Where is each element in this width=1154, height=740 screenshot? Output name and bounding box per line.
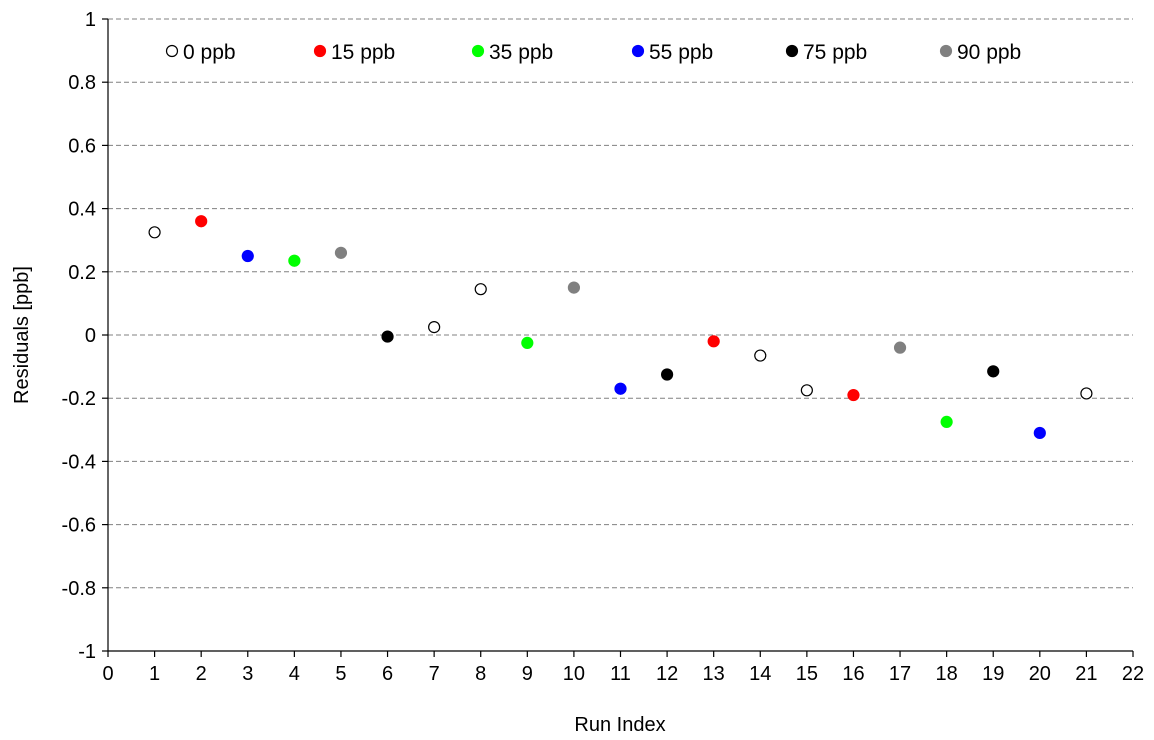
x-tick-label: 0 xyxy=(102,663,113,685)
data-point xyxy=(148,226,161,239)
legend-label: 15 ppb xyxy=(331,41,395,64)
x-tick-label: 2 xyxy=(196,663,207,685)
axes xyxy=(102,18,1134,657)
x-tick-label: 22 xyxy=(1122,663,1144,685)
legend: 0 ppb 15 ppb 35 ppb 55 ppb 75 ppb 90 ppb xyxy=(165,41,1021,64)
data-point xyxy=(940,415,953,428)
x-tick-label: 17 xyxy=(889,663,911,685)
legend-marker xyxy=(471,44,485,58)
data-point xyxy=(614,382,627,395)
y-tick-label: 1 xyxy=(85,9,96,31)
y-tick-label: -0.2 xyxy=(62,388,96,410)
data-point xyxy=(334,246,348,259)
data-point xyxy=(893,341,907,354)
data-point xyxy=(754,349,767,362)
legend-item: 35 ppb xyxy=(471,41,553,64)
legend-label: 0 ppb xyxy=(183,41,236,64)
y-tick-label: 0.2 xyxy=(68,262,96,284)
x-tick-label: 18 xyxy=(936,663,958,685)
x-axis-title: Run Index xyxy=(574,714,665,736)
y-tick-labels: 1 0.8 0.6 0.4 0.2 0 -0.2 -0.4 -0.6 -0.8 -1 xyxy=(62,9,96,663)
x-tick-label: 13 xyxy=(703,663,725,685)
data-point xyxy=(195,215,208,228)
y-tick-label: 0 xyxy=(85,325,96,347)
legend-label: 90 ppb xyxy=(957,41,1021,64)
y-tick-label: -0.6 xyxy=(62,515,96,537)
x-tick-label: 5 xyxy=(335,663,346,685)
data-point xyxy=(381,330,394,343)
x-tick-label: 14 xyxy=(749,663,771,685)
x-tick-label: 9 xyxy=(522,663,533,685)
gridlines xyxy=(108,18,1133,589)
x-tick-label: 15 xyxy=(796,663,818,685)
y-axis-title: Residuals [ppb] xyxy=(11,266,33,404)
legend-marker xyxy=(631,44,645,58)
data-point xyxy=(800,384,813,397)
legend-item: 0 ppb xyxy=(165,41,236,64)
x-tick-label: 10 xyxy=(563,663,585,685)
legend-marker xyxy=(165,44,179,58)
legend-label: 75 ppb xyxy=(803,41,867,64)
x-tick-label: 21 xyxy=(1075,663,1097,685)
legend-label: 55 ppb xyxy=(649,41,713,64)
legend-label: 35 ppb xyxy=(489,41,553,64)
data-point xyxy=(288,254,301,267)
legend-item: 75 ppb xyxy=(785,41,867,64)
data-point xyxy=(474,283,487,296)
data-points xyxy=(148,215,1093,440)
data-point xyxy=(521,336,534,349)
data-point xyxy=(1080,387,1093,400)
y-tick-label: -0.4 xyxy=(62,451,96,473)
x-tick-label: 12 xyxy=(656,663,678,685)
x-tick-label: 8 xyxy=(475,663,486,685)
y-tick-label: -0.8 xyxy=(62,578,96,600)
data-point xyxy=(1033,426,1046,440)
data-point xyxy=(707,335,720,348)
legend-item: 55 ppb xyxy=(631,41,713,64)
data-point xyxy=(428,321,441,334)
y-tick-label: 0.8 xyxy=(68,72,96,94)
y-tick-label: -1 xyxy=(78,641,96,663)
legend-item: 90 ppb xyxy=(939,41,1021,64)
x-tick-labels: 0 1 2 3 4 5 6 7 8 9 10 11 12 13 14 15 16 17 18 19 20 21 22 xyxy=(102,663,1144,685)
legend-marker xyxy=(313,44,327,58)
x-tick-label: 6 xyxy=(382,663,393,685)
x-tick-label: 19 xyxy=(982,663,1004,685)
y-tick-label: 0.4 xyxy=(68,199,96,221)
legend-marker xyxy=(939,44,953,58)
y-tick-label: 0.6 xyxy=(68,135,96,157)
x-tick-label: 1 xyxy=(149,663,160,685)
data-point xyxy=(567,281,581,294)
data-point xyxy=(660,368,674,381)
x-tick-label: 16 xyxy=(842,663,864,685)
x-tick-label: 7 xyxy=(429,663,440,685)
data-point xyxy=(987,365,1000,378)
x-tick-label: 11 xyxy=(610,663,631,685)
x-tick-label: 4 xyxy=(289,663,300,685)
legend-item: 15 ppb xyxy=(313,41,395,64)
data-point xyxy=(241,249,254,263)
data-point xyxy=(847,388,860,402)
legend-marker xyxy=(785,44,799,58)
x-tick-label: 20 xyxy=(1029,663,1051,685)
x-tick-label: 3 xyxy=(242,663,253,685)
